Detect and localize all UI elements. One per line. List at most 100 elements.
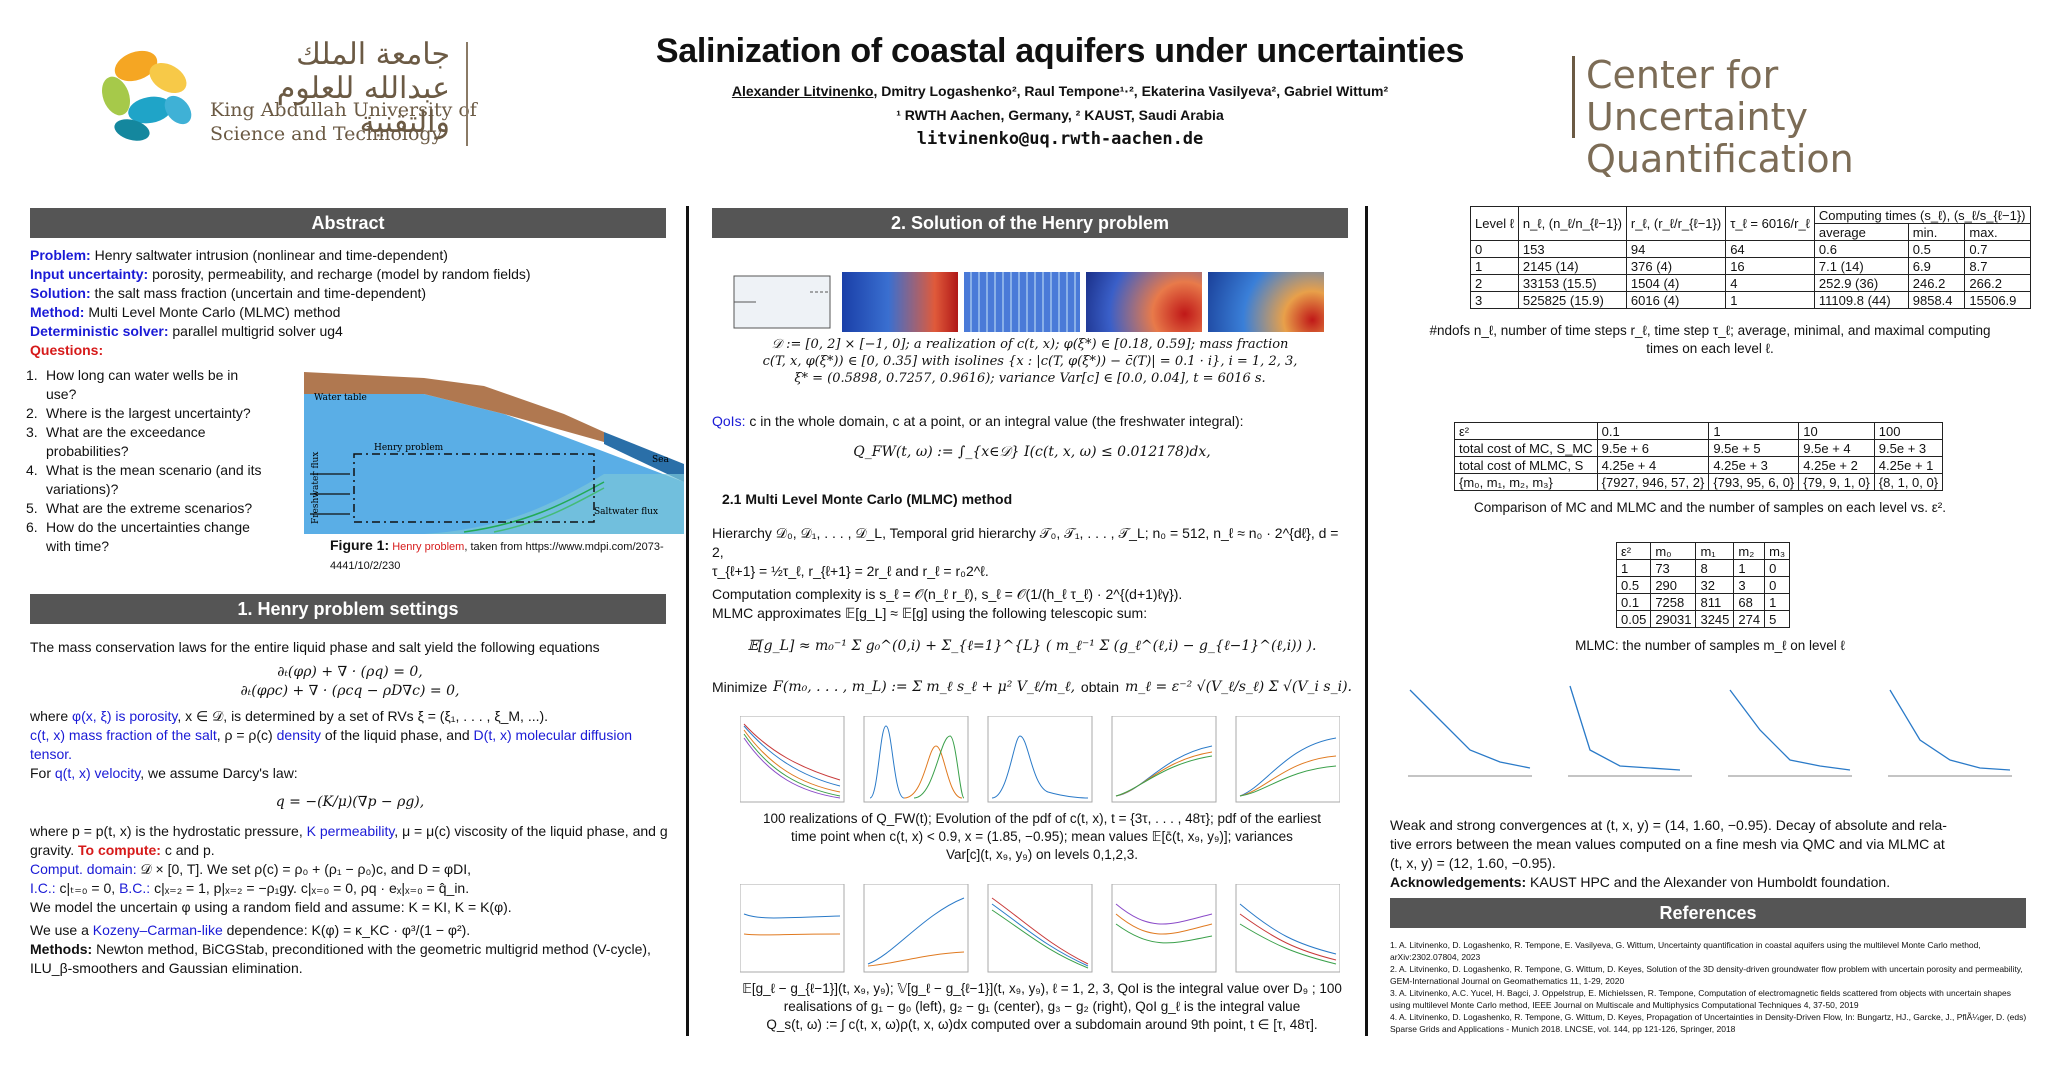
cuq-name: Center for Uncertainty Quantification (1586, 54, 1992, 180)
levels-cell: 11109.8 (44) (1813, 291, 1909, 309)
plot-relative-error (1888, 689, 2012, 777)
question-item: 3. What are the exceedance probabilities? (26, 423, 272, 461)
sea-region (604, 432, 684, 482)
domain-caption: 𝒟 := [0, 2] × [−1, 0]; a realization of … (712, 336, 1348, 387)
salt-wedge (424, 474, 684, 534)
label-sea: Sea (652, 455, 669, 465)
settings-methods: Methods: Newton method, BiCGStab, precon… (30, 940, 670, 978)
convergence-caption: Weak and strong convergences at (t, x, y… (1390, 816, 2030, 892)
cost-cell: total cost of MLMC, S (1454, 456, 1598, 474)
kaust-english-name: King Abdullah University of Science and … (210, 98, 477, 146)
levels-row: 1 2145 (14) 376 (4) 16 7.1 (14) 6.9 8.7 (1470, 257, 2031, 275)
solution-text: the salt mass fraction (uncertain and ti… (90, 285, 427, 301)
samples-cell: 5 (1764, 610, 1791, 628)
question-text: What is the mean scenario (and its varia… (46, 462, 262, 497)
abstract-problem: Problem: Henry saltwater intrusion (nonl… (30, 246, 670, 265)
figure1-caption: Figure 1: Henry problem, taken from http… (330, 536, 690, 576)
levels-cell: 64 (1725, 240, 1815, 258)
abstract-method: Method: Multi Level Monte Carlo (MLMC) m… (30, 303, 670, 322)
velocity-a: For (30, 765, 55, 781)
cost-cell: 4.25e + 4 (1596, 456, 1710, 474)
samples-row: 0.1 7258 811 68 1 (1615, 593, 1791, 611)
settings-kozeny: We use a Kozeny–Carman-like dependence: … (30, 921, 670, 940)
plot-pdf-evolution (863, 715, 969, 803)
method-label: Method: (30, 304, 85, 320)
samples-header-cell: m₃ (1764, 542, 1791, 560)
settings-where2: c(t, x) mass fraction of the salt, ρ = ρ… (30, 726, 670, 764)
bc-label: B.C.: (119, 880, 151, 896)
cost-cell: {m₀, m₁, m₂, m₃} (1454, 473, 1598, 491)
plots-row-1-caption: 100 realizations of Q_FW(t); Evolution o… (712, 810, 1372, 864)
cost-header-row: ε² 0.1 1 10 100 (1454, 422, 1944, 440)
field-realization-2 (964, 272, 1080, 332)
samples-cell: 68 (1733, 593, 1766, 611)
cost-cell: {793, 95, 6, 0} (1708, 473, 1800, 491)
where2-salt: c(t, x) mass fraction of the salt (30, 727, 217, 743)
where2-d: of the liquid phase, and (320, 727, 474, 743)
cost-body: total cost of MC, S_MC 9.5e + 6 9.5e + 5 9.… (1454, 439, 1944, 491)
cost-header-cell: 1 (1708, 422, 1800, 440)
isoline-2 (493, 487, 605, 533)
ic-text: c|ₜ₌₀ = 0, (55, 880, 120, 896)
where1-a: where (30, 708, 73, 724)
qoi-label: QoIs: (712, 413, 746, 429)
plots1-caption-1: 100 realizations of Q_FW(t); Evolution o… (762, 811, 1322, 826)
where1-c: , x ∈ 𝒟, is determined by a set of RVs ξ… (177, 708, 549, 724)
henry-problem-diagram: Water table Henry problem Sea Saltwater … (304, 372, 684, 534)
levels-row: 2 33153 (15.5) 1504 (4) 4 252.9 (36) 246.2 266… (1470, 274, 2031, 292)
plots2-caption-2: realisations of g₁ − g₀ (left), g₂ − g₁ … (783, 999, 1301, 1014)
reference-item: 2. A. Litvinenko, D. Logashenko, R. Temp… (1390, 964, 2023, 986)
question-number: 1. (26, 367, 38, 383)
levels-cell: 266.2 (1964, 274, 2031, 292)
question-item: 1. How long can water wells be in use? (26, 366, 272, 404)
levels-cell: 4 (1725, 274, 1815, 292)
label-water-table: Water table (314, 393, 367, 403)
solver-text: parallel multigrid solver ug4 (168, 323, 343, 339)
levels-cell: 252.9 (36) (1813, 274, 1909, 292)
kozeny-link: Kozeny–Carman-like (92, 922, 223, 938)
levels-cell: 0 (1470, 240, 1519, 258)
question-number: 4. (26, 462, 38, 478)
solution-label: Solution: (30, 285, 91, 301)
label-freshwater-flux: Freshwater flux (311, 452, 321, 524)
plots-row-2 (739, 883, 1341, 976)
input-label: Input uncertainty: (30, 266, 149, 282)
contact-email[interactable]: litvinenko@uq.rwth-aachen.de (916, 129, 1204, 149)
qoi-line: QoIs: c in the whole domain, c at a poin… (712, 412, 1352, 431)
cuq-bar (1572, 56, 1575, 138)
plots1-caption-3: Var[c](t, x₉, y₉) on levels 0,1,2,3. (945, 847, 1139, 862)
cost-cell: 4.25e + 2 (1798, 456, 1875, 474)
levels-cell: 525825 (15.9) (1517, 291, 1627, 309)
cost-header-cell: 0.1 (1596, 422, 1710, 440)
cost-cell: 9.5e + 5 (1708, 439, 1800, 457)
samples-header-cell: m₁ (1695, 542, 1735, 560)
samples-row: 0.05 29031 3245 274 5 (1615, 610, 1791, 628)
levels-cell: 94 (1625, 240, 1727, 258)
domain-label: Comput. domain: (30, 861, 137, 877)
question-text: What are the exceedance probabilities? (46, 424, 206, 459)
velocity-b: q(t, x) velocity (54, 765, 141, 781)
field-realization-3 (1086, 272, 1202, 332)
plot-g3-g2 (1235, 883, 1341, 973)
where2-density: density (276, 727, 321, 743)
levels-cell: 246.2 (1907, 274, 1966, 292)
acknowledgements: Acknowledgements: KAUST HPC and the Alex… (1390, 873, 2030, 892)
samples-cell: 1 (1615, 559, 1652, 577)
kozeny-c: dependence: K(φ) = κ_KC · φ³/(1 − φ²). (222, 922, 471, 938)
complexity: Computation complexity is s_ℓ = 𝒪(n_ℓ r_… (712, 586, 1183, 602)
convergence-plots (1400, 680, 2030, 792)
plot-expectation-diff (739, 883, 845, 973)
cost-cell: 4.25e + 3 (1708, 456, 1800, 474)
plots2-caption-1: 𝔼[g_ℓ − g_{ℓ−1}](t, x₉, y₉); 𝕍[g_ℓ − g_{… (742, 981, 1342, 996)
cost-cell: {8, 1, 0, 0} (1873, 473, 1944, 491)
equation-2: ∂ₜ(φρc) + ∇ · (ρcq − ρD∇c) = 0, (240, 683, 460, 699)
kaust-flower-icon (101, 50, 192, 141)
equation-1: ∂ₜ(φρ) + ∇ · (ρq) = 0, (277, 664, 423, 680)
levels-sub-min: min. (1907, 223, 1966, 241)
plots2-caption-3: Q_s(t, ω) := ∫ c(t, x, ω)ρ(t, x, ω)dx co… (766, 1017, 1318, 1032)
reference-item: 1. A. Litvinenko, D. Logashenko, R. Temp… (1390, 940, 1981, 962)
levels-cell: 1 (1725, 291, 1815, 309)
where3-c: , μ = μ(c) viscosity of the liquid phase… (30, 823, 668, 858)
samples-header-row: ε² m₀ m₁ m₂ m₃ (1615, 542, 1791, 560)
